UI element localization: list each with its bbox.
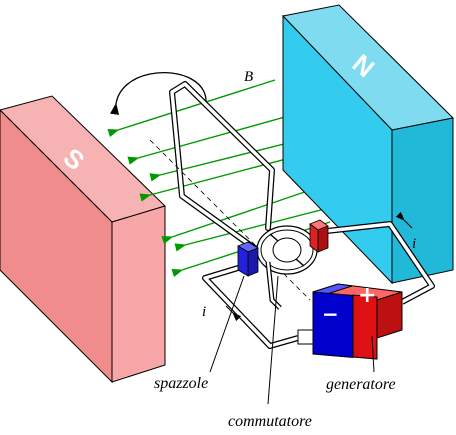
north-magnet: N xyxy=(282,4,455,285)
brushes-leader xyxy=(209,275,245,373)
field-line xyxy=(127,109,311,165)
field-line xyxy=(149,139,301,182)
brush-right xyxy=(309,219,329,253)
current-label-right: i xyxy=(412,236,416,252)
south-magnet: S xyxy=(0,95,166,384)
field-line xyxy=(107,79,276,137)
commutator-leader xyxy=(267,275,279,405)
brush-left xyxy=(237,241,259,277)
rotation-axis xyxy=(149,139,311,301)
commutator xyxy=(256,225,318,310)
battery-minus-sign: − xyxy=(322,302,339,326)
battery-positive xyxy=(352,294,378,360)
commutator-label: commutatore xyxy=(228,413,312,430)
generator-leader xyxy=(371,335,375,373)
circuit-wires xyxy=(202,221,435,349)
battery-plus-sign: + xyxy=(358,283,376,308)
battery: − + xyxy=(297,283,403,360)
current-arrow-right xyxy=(395,211,413,229)
generator-label: generatore xyxy=(326,376,396,393)
field-line xyxy=(174,204,341,252)
rotation-arrow xyxy=(110,72,207,115)
battery-terminal xyxy=(297,329,314,345)
current-label-left: i xyxy=(202,304,206,320)
field-label: B xyxy=(244,69,253,85)
brushes-label: spazzole xyxy=(154,375,208,392)
